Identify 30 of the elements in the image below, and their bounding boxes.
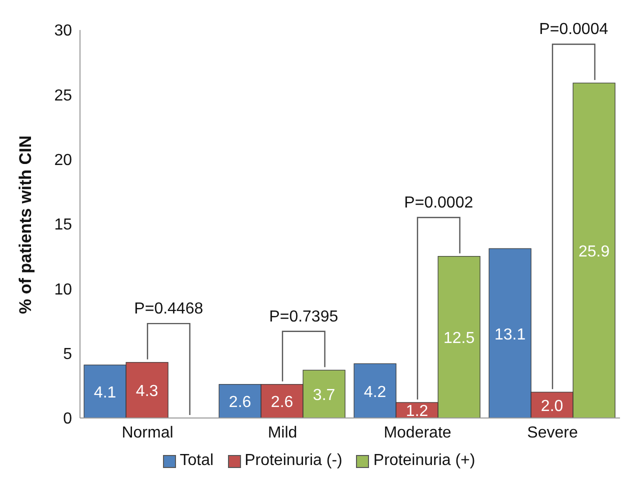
y-tick-label: 5 [63,346,72,364]
data-label: 2.6 [228,394,252,412]
data-label: 2.0 [540,398,564,416]
legend-label: Proteinuria (-) [244,452,342,470]
y-axis-title: % of patients with CIN [16,136,36,314]
annotation: P=0.0002 [404,194,474,212]
data-label: 4.3 [136,383,158,400]
x-tick-label: Mild [268,424,298,442]
y-tick-label: 10 [54,281,72,298]
data-label: 4.1 [94,384,116,402]
data-label: 12.5 [443,330,475,348]
annotation: P=0.4468 [134,300,204,318]
y-tick-label: 30 [54,22,72,40]
annotation: P=0.0004 [539,21,608,38]
y-tick-label: 0 [63,410,72,428]
legend-label: Total [178,452,214,470]
data-label: 1.2 [406,403,428,420]
data-label: 13.1 [494,326,526,344]
x-tick-label: Moderate [384,424,452,442]
annotation: P=0.7395 [269,308,338,326]
y-tick-label: 25 [54,87,72,104]
data-label: 2.6 [270,394,294,412]
data-label: 3.7 [312,387,336,404]
x-tick-label: Severe [527,424,578,442]
data-label: 4.2 [364,384,386,401]
x-tick-label: Normal [122,424,174,442]
y-tick-label: 20 [54,152,72,170]
data-label: 25.9 [578,244,610,261]
legend-label: Proteinuria (+) [372,452,476,470]
y-tick-label: 15 [54,216,72,234]
